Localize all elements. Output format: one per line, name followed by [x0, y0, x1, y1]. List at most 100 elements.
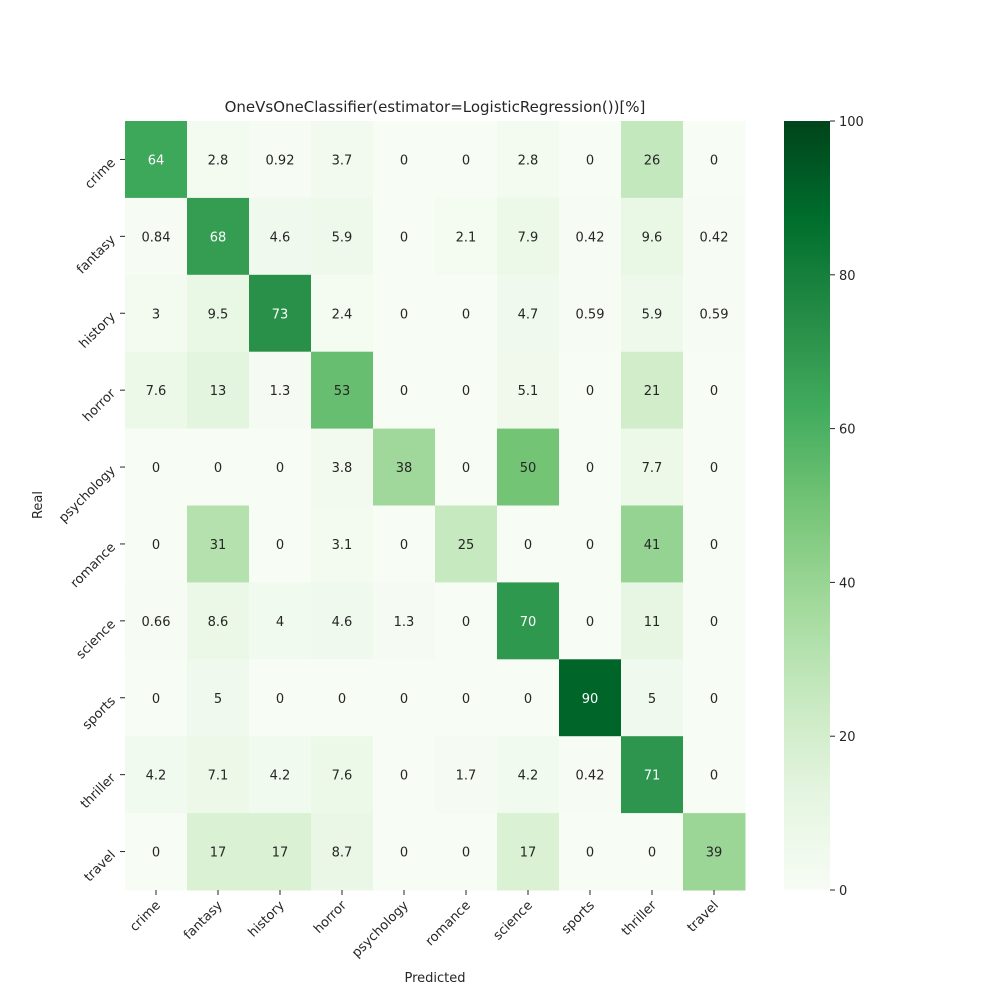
colorbar-tick-label: 100: [839, 115, 864, 130]
cell-value-label: 1.7: [456, 769, 477, 784]
heatmap-cell: [683, 121, 746, 199]
heatmap-cell: [373, 813, 436, 891]
heatmap-cell: [311, 121, 374, 199]
cell-value-label: 4: [276, 615, 284, 630]
heatmap-cell: [435, 505, 498, 583]
cell-value-label: 0: [152, 692, 160, 707]
cell-value-label: 73: [272, 307, 289, 322]
heatmap-cell: [497, 121, 560, 199]
heatmap-cell: [621, 274, 684, 353]
heatmap-cell: [187, 121, 250, 199]
y-tick-label: travel: [82, 848, 119, 885]
x-tick-label: romance: [423, 898, 474, 949]
heatmap-cell: [311, 274, 374, 353]
cell-value-label: 0: [400, 153, 408, 168]
heatmap-cell: [621, 582, 684, 660]
x-tick-label: science: [491, 898, 536, 943]
cell-value-label: 0: [586, 538, 594, 553]
cell-value-label: 4.2: [146, 769, 167, 784]
cell-value-label: 7.6: [146, 384, 167, 399]
heatmap-cell: [125, 351, 188, 430]
cell-value-label: 0: [152, 538, 160, 553]
heatmap-cell: [187, 428, 250, 506]
cell-value-label: 2.8: [208, 153, 229, 168]
cell-value-label: 2.1: [456, 230, 477, 245]
cell-value-label: 0: [462, 692, 470, 707]
cell-value-label: 3.1: [332, 538, 353, 553]
heatmap-cell: [559, 813, 622, 891]
heatmap-cell: [435, 121, 498, 199]
x-tick-label: history: [246, 898, 288, 940]
y-tick-label: science: [74, 617, 119, 662]
cell-value-label: 0: [710, 384, 718, 399]
heatmap-cell: [559, 659, 622, 737]
heatmap-cell: [125, 736, 188, 814]
cell-value-label: 50: [520, 461, 537, 476]
cell-value-label: 0.59: [700, 307, 729, 322]
heatmap-cell: [497, 505, 560, 583]
colorbar-axis: 0 20 40 60 80 100: [830, 115, 864, 899]
cell-value-label: 17: [520, 846, 537, 861]
heatmap-cell: [125, 582, 188, 660]
cell-value-label: 17: [272, 846, 289, 861]
cell-value-label: 2.8: [518, 153, 539, 168]
x-tick-label: fantasy: [181, 898, 226, 943]
cell-value-label: 39: [706, 846, 723, 861]
cell-value-label: 0: [400, 769, 408, 784]
heatmap-cell: [683, 736, 746, 814]
x-tick-label: travel: [685, 898, 722, 935]
y-tick-label: sports: [80, 694, 119, 733]
heatmap-cell: [311, 428, 374, 506]
heatmap-cell: [435, 197, 498, 276]
heatmap-cell: [249, 197, 312, 276]
cell-value-label: 64: [148, 153, 165, 168]
cell-value-label: 4.6: [270, 230, 291, 245]
heatmap-cell: [125, 428, 188, 506]
cell-value-label: 11: [644, 615, 661, 630]
heatmap-cell: [559, 274, 622, 353]
heatmap-cell: [249, 813, 312, 891]
cell-value-label: 0: [400, 846, 408, 861]
heatmap-cell: [311, 813, 374, 891]
heatmap-cell: [249, 659, 312, 737]
cell-value-label: 0: [586, 384, 594, 399]
heatmap-cell: [435, 428, 498, 506]
y-axis-label: Real: [31, 491, 46, 519]
heatmap-cell: [683, 274, 746, 353]
x-tick-label: thriller: [619, 898, 660, 939]
cell-value-label: 1.3: [270, 384, 291, 399]
colorbar-tick-label: 80: [839, 269, 856, 284]
cell-value-label: 70: [520, 615, 537, 630]
heatmap-cell: [125, 121, 188, 199]
cell-value-label: 0: [586, 153, 594, 168]
heatmap-cell: [373, 659, 436, 737]
cell-value-label: 0: [586, 461, 594, 476]
cell-value-label: 4.6: [332, 615, 353, 630]
heatmap-cell: [311, 736, 374, 814]
cell-value-label: 0: [462, 615, 470, 630]
heatmap-cell: [683, 197, 746, 276]
heatmap-cell: [373, 274, 436, 353]
cell-value-label: 3: [152, 307, 160, 322]
cell-value-label: 0.66: [142, 615, 171, 630]
heatmap-cell: [125, 505, 188, 583]
heatmap-cell: [373, 351, 436, 430]
cell-value-label: 5.9: [332, 230, 353, 245]
cell-value-label: 5: [214, 692, 222, 707]
heatmap-cell: [435, 659, 498, 737]
cell-value-label: 4.2: [270, 769, 291, 784]
heatmap-cell: [435, 813, 498, 891]
heatmap-cell: [621, 121, 684, 199]
x-tick-label: psychology: [349, 898, 412, 961]
y-axis: crime fantasy history horror psychology roman…: [56, 156, 125, 885]
cell-value-label: 0: [462, 153, 470, 168]
x-tick-label: crime: [127, 898, 164, 935]
cell-value-label: 3.8: [332, 461, 353, 476]
heatmap-cell: [621, 505, 684, 583]
heatmap-cell: [559, 582, 622, 660]
cell-value-label: 1.3: [394, 615, 415, 630]
cell-value-label: 8.7: [332, 846, 353, 861]
heatmap-cell: [435, 582, 498, 660]
heatmap-cell: [125, 274, 188, 353]
